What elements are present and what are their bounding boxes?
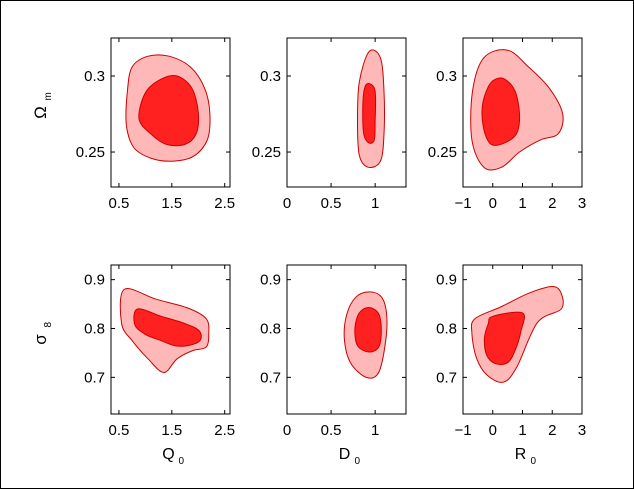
x-tick-label: 0.5 [109, 422, 130, 439]
y-tick-label: 0.25 [428, 144, 457, 161]
contours-group [356, 49, 385, 168]
x-tick-label: 2 [548, 195, 556, 212]
panel-r1-c2: −1 0 1 2 30.70.80.9R 0 [436, 264, 586, 467]
y-axis-label-sub: m [43, 92, 54, 100]
x-tick-label: 1 [518, 195, 526, 212]
y-tick-label: 0.7 [84, 369, 105, 386]
axes-box [110, 37, 231, 188]
x-axis-label: R [515, 446, 527, 463]
contour-68-region [481, 77, 521, 146]
contours-group [343, 291, 388, 379]
y-tick-label: 0.7 [436, 369, 457, 386]
panel-r1-c0: 0.5 1.5 2.5 0.7 0.8 0.9 Q 0 σ 8 [31, 264, 235, 467]
y-tick-label: 0.9 [436, 272, 457, 289]
contours-group [125, 54, 211, 162]
x-tick-label: 0 [489, 195, 497, 212]
x-axis-label: D [339, 446, 351, 463]
contour-68-region [354, 306, 382, 353]
y-tick-label: 0.3 [84, 68, 105, 85]
x-tick-label: 0.5 [321, 422, 342, 439]
panel-r0-c2: −1 0 1 2 3 0.25 0.3 [428, 37, 586, 212]
y-tick-label: 0.3 [436, 68, 457, 85]
axes-box [110, 264, 231, 415]
panel-r0-c0: 0.5 1.5 2.5 0.25 0.3 Ωm [31, 37, 235, 212]
panel-r1-c1: 0 0.5 10.70.80.9D 0 [260, 264, 407, 467]
x-axis-label-sub: 0 [355, 456, 361, 467]
contour-68-region [483, 311, 525, 365]
x-tick-label: 1.5 [161, 195, 182, 212]
x-tick-label: 1.5 [161, 422, 182, 439]
y-axis-label: Ω [31, 106, 50, 119]
y-tick-label: 0.3 [260, 68, 281, 85]
x-tick-label: −1 [454, 195, 471, 212]
axes-box [286, 37, 407, 188]
contour-68-region [362, 83, 377, 144]
y-tick-label: 0.9 [260, 272, 281, 289]
x-axis-label-sub: 0 [531, 456, 537, 467]
y-tick-label: 0.9 [84, 272, 105, 289]
x-tick-label: 0.5 [109, 195, 130, 212]
contour-68-region [133, 308, 202, 347]
x-tick-label: 0 [489, 422, 497, 439]
contours-group [470, 285, 564, 383]
y-tick-label: 0.25 [252, 144, 281, 161]
contours-group [119, 288, 210, 374]
x-tick-label: 1 [518, 422, 526, 439]
x-tick-label: 0 [283, 195, 291, 212]
x-tick-label: 2 [548, 422, 556, 439]
x-tick-label: 0.5 [321, 195, 342, 212]
y-tick-label: 0.25 [76, 144, 105, 161]
axes-box [286, 264, 407, 415]
contour-68-region [138, 74, 200, 147]
panels-group: 0.5 1.5 2.5 0.25 0.3 Ωm 0 0.5 1 0.25 0.3 −1 0 1 2 3 0.25… [31, 37, 586, 467]
x-tick-label: 3 [578, 195, 586, 212]
x-tick-label: 3 [578, 422, 586, 439]
panel-r0-c1: 0 0.5 1 0.25 0.3 [252, 37, 407, 212]
y-tick-label: 0.8 [84, 321, 105, 338]
y-tick-label: 0.8 [260, 321, 281, 338]
x-tick-label: −1 [454, 422, 471, 439]
y-axis-label: σ [31, 334, 50, 345]
x-axis-label-sub: 0 [179, 456, 185, 467]
contours-group [470, 49, 564, 171]
x-tick-label: 1 [371, 422, 379, 439]
y-axis-label-sub: 8 [43, 322, 54, 328]
x-tick-label: 2.5 [214, 195, 235, 212]
y-tick-label: 0.8 [436, 321, 457, 338]
x-tick-label: 1 [371, 195, 379, 212]
x-tick-label: 0 [283, 422, 291, 439]
x-tick-label: 2.5 [214, 422, 235, 439]
x-axis-label: Q [162, 446, 174, 463]
y-tick-label: 0.7 [260, 369, 281, 386]
